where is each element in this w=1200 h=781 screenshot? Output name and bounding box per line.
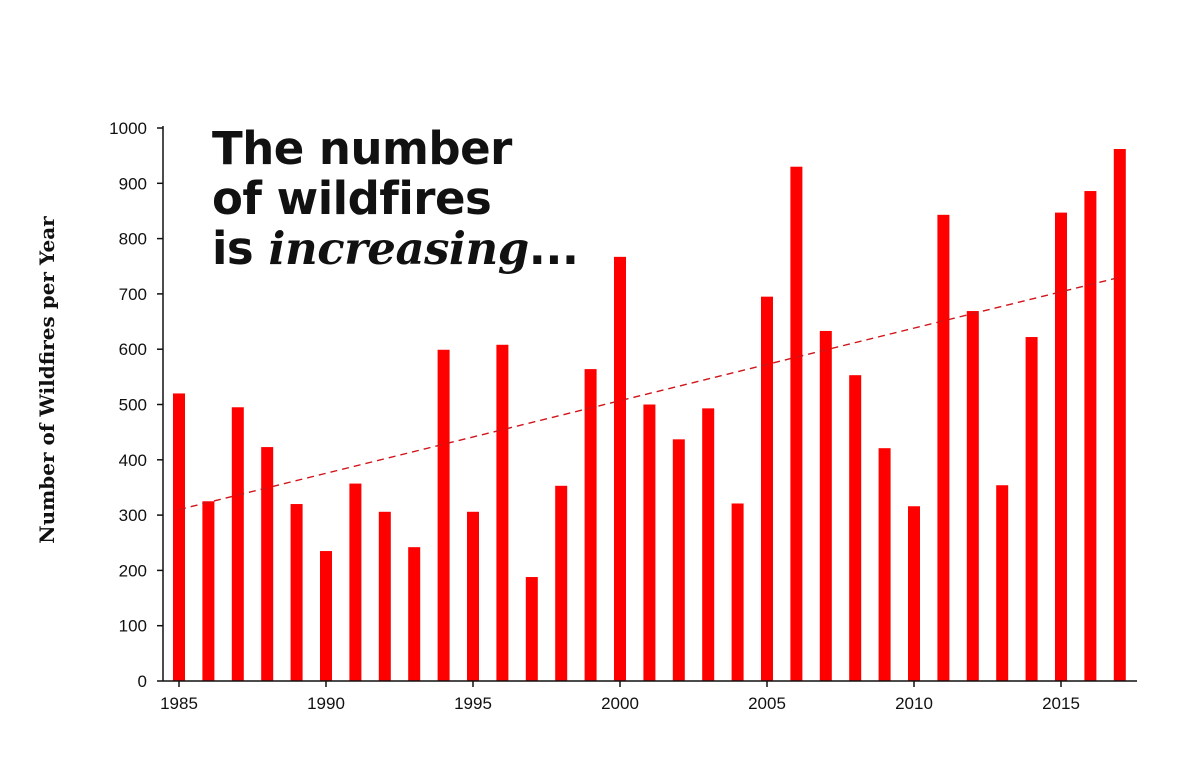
trendline-group [178, 276, 1120, 511]
y-tick-label-200: 200 [119, 561, 147, 580]
bar-1987 [231, 407, 244, 681]
bar-2004 [731, 503, 744, 681]
y-tick-label-100: 100 [119, 617, 147, 636]
x-tick-label-1985: 1985 [160, 694, 198, 713]
bar-1995 [467, 511, 479, 681]
bar-1992 [378, 511, 391, 681]
bar-2005 [761, 296, 773, 681]
bar-2003 [702, 408, 715, 681]
bar-2011 [937, 214, 950, 682]
x-tick-label-1995: 1995 [454, 694, 492, 713]
bar-1993 [408, 547, 421, 681]
bar-1990 [320, 551, 332, 681]
y-tick-label-800: 800 [119, 230, 147, 249]
bar-2013 [996, 485, 1009, 681]
bar-1994 [437, 349, 450, 681]
bar-2008 [849, 375, 862, 681]
bar-2006 [790, 166, 803, 681]
bar-2016 [1084, 191, 1097, 682]
bar-2000 [614, 256, 626, 681]
y-ticks-group: 0 100 200 300 400 500 600 700 800 900 1000 [109, 119, 163, 691]
y-tick-label-500: 500 [119, 396, 147, 415]
chart-headline: The number of wildfires is increasing... [212, 124, 579, 274]
x-tick-label-1990: 1990 [307, 694, 345, 713]
headline-line-2: of wildfires [212, 172, 492, 225]
x-tick-label-2005: 2005 [748, 694, 786, 713]
bar-2014 [1025, 337, 1038, 681]
headline-line-3: is increasing... [212, 224, 579, 274]
bar-1989 [290, 504, 303, 681]
bar-1999 [584, 369, 597, 681]
y-tick-label-1000: 1000 [109, 119, 147, 138]
y-tick-label-0: 0 [138, 672, 147, 691]
bar-2001 [643, 404, 656, 681]
bar-1986 [202, 501, 215, 681]
bar-2009 [878, 448, 891, 681]
bar-1988 [261, 447, 274, 681]
y-tick-label-300: 300 [119, 506, 147, 525]
bar-2010 [908, 506, 920, 681]
bar-2007 [819, 330, 832, 681]
bar-1996 [496, 344, 509, 681]
x-tick-label-2015: 2015 [1042, 694, 1080, 713]
headline-line-1: The number [212, 122, 512, 175]
headline-ellipsis: ... [528, 222, 579, 275]
bar-1997 [525, 577, 538, 681]
bar-2012 [966, 311, 979, 681]
y-tick-label-600: 600 [119, 340, 147, 359]
y-tick-label-700: 700 [119, 285, 147, 304]
bar-1991 [349, 483, 362, 681]
x-tick-label-2000: 2000 [601, 694, 639, 713]
bar-1998 [555, 485, 568, 681]
trendline [178, 276, 1120, 511]
headline-emphasis: increasing [268, 222, 529, 275]
y-axis-label: Number of Wildfires per Year [35, 216, 59, 544]
headline-prefix: is [212, 222, 269, 275]
bars-group [173, 149, 1126, 682]
x-tick-label-2010: 2010 [895, 694, 933, 713]
bar-2015 [1055, 212, 1067, 681]
x-ticks-group: 1985 1990 1995 2000 2005 2010 2015 [160, 681, 1080, 713]
y-tick-label-900: 900 [119, 174, 147, 193]
y-tick-label-400: 400 [119, 451, 147, 470]
bar-2017 [1113, 149, 1126, 681]
bar-1985 [173, 393, 185, 681]
bar-2002 [672, 439, 685, 681]
